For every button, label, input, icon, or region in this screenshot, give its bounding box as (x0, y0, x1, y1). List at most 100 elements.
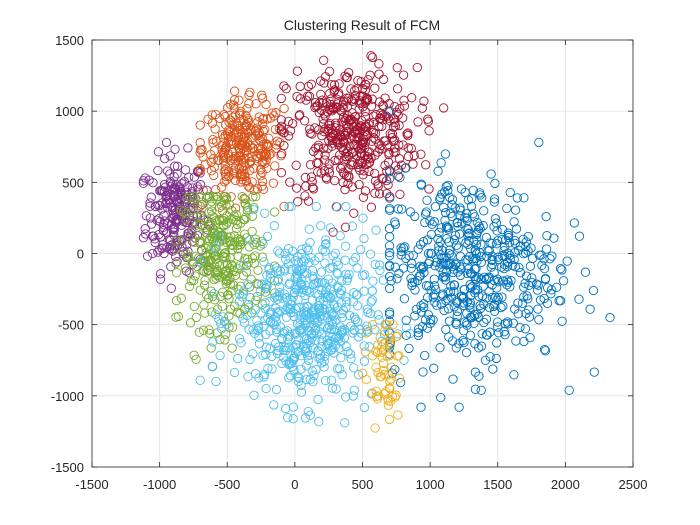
data-point (391, 107, 402, 117)
data-point (243, 279, 253, 289)
data-point (205, 328, 215, 339)
data-point (367, 52, 378, 63)
data-point (171, 268, 182, 278)
data-point (261, 342, 272, 352)
data-point (289, 365, 299, 376)
data-point (521, 241, 531, 252)
data-point (387, 362, 397, 372)
data-point (353, 75, 363, 86)
data-point (505, 250, 515, 261)
data-point (265, 326, 275, 336)
data-point (401, 330, 411, 340)
data-point (317, 98, 328, 108)
data-point (378, 345, 388, 355)
data-point (308, 146, 319, 157)
x-tick-label: 2500 (619, 477, 648, 492)
data-point (195, 375, 205, 385)
data-point (218, 156, 229, 166)
data-point (388, 122, 399, 132)
data-point (181, 217, 192, 228)
data-point (413, 244, 423, 254)
data-point (315, 311, 325, 322)
data-point (258, 184, 269, 194)
data-point (165, 151, 175, 161)
data-point (341, 148, 351, 158)
data-point (397, 204, 407, 214)
data-point (298, 268, 308, 278)
x-tick-label: 2000 (551, 477, 580, 492)
data-point (236, 177, 246, 187)
data-point (171, 244, 181, 254)
data-point (313, 143, 324, 153)
data-point (349, 325, 359, 335)
data-point (319, 78, 329, 88)
data-point (181, 215, 191, 225)
data-point (282, 303, 292, 313)
data-point (502, 317, 513, 327)
data-point (257, 279, 267, 289)
data-point (374, 122, 384, 132)
data-point (209, 170, 219, 181)
data-point (325, 327, 335, 338)
data-point (200, 275, 210, 286)
data-point (210, 124, 220, 134)
data-point (359, 402, 370, 413)
data-point (349, 288, 359, 298)
data-point (253, 265, 263, 275)
data-point (426, 229, 437, 240)
data-point (371, 386, 381, 396)
data-point (451, 343, 461, 353)
data-point (301, 361, 312, 371)
data-point (271, 384, 282, 395)
data-point (384, 414, 395, 425)
data-point (384, 106, 395, 116)
data-point (197, 197, 208, 207)
data-point (209, 289, 219, 299)
data-point (435, 237, 445, 247)
data-point (196, 220, 206, 230)
data-point (531, 279, 542, 289)
data-point (513, 298, 523, 308)
data-point (272, 294, 283, 304)
data-point (321, 172, 331, 183)
data-point (392, 63, 402, 73)
data-point (155, 217, 165, 227)
data-point (235, 171, 246, 182)
data-point (454, 402, 464, 412)
data-point (441, 324, 451, 335)
data-point (206, 343, 216, 353)
data-point (273, 342, 284, 352)
data-point (373, 181, 383, 191)
data-point (574, 294, 584, 304)
data-point (320, 258, 330, 268)
data-point (418, 367, 428, 377)
data-point (361, 328, 372, 338)
data-point (450, 230, 461, 241)
data-point (461, 347, 472, 358)
data-point (390, 121, 401, 131)
data-point (211, 267, 221, 278)
data-point (172, 214, 182, 224)
data-point (366, 297, 376, 307)
data-point (170, 144, 180, 154)
data-point (192, 182, 203, 192)
data-point (403, 128, 413, 138)
data-point (324, 168, 335, 178)
data-point (253, 143, 264, 154)
data-point (159, 179, 170, 190)
data-point (320, 375, 331, 386)
data-point (512, 193, 522, 203)
data-point (469, 256, 479, 266)
data-point (223, 290, 233, 300)
data-point (428, 292, 438, 302)
data-point (353, 162, 364, 172)
data-point (557, 316, 567, 326)
data-point (293, 197, 303, 207)
x-tick-label: -1500 (75, 477, 108, 492)
data-point (245, 157, 256, 167)
data-point (262, 281, 272, 291)
data-point (272, 291, 282, 301)
data-point (201, 228, 212, 238)
data-point (328, 251, 338, 261)
data-point (394, 351, 404, 361)
